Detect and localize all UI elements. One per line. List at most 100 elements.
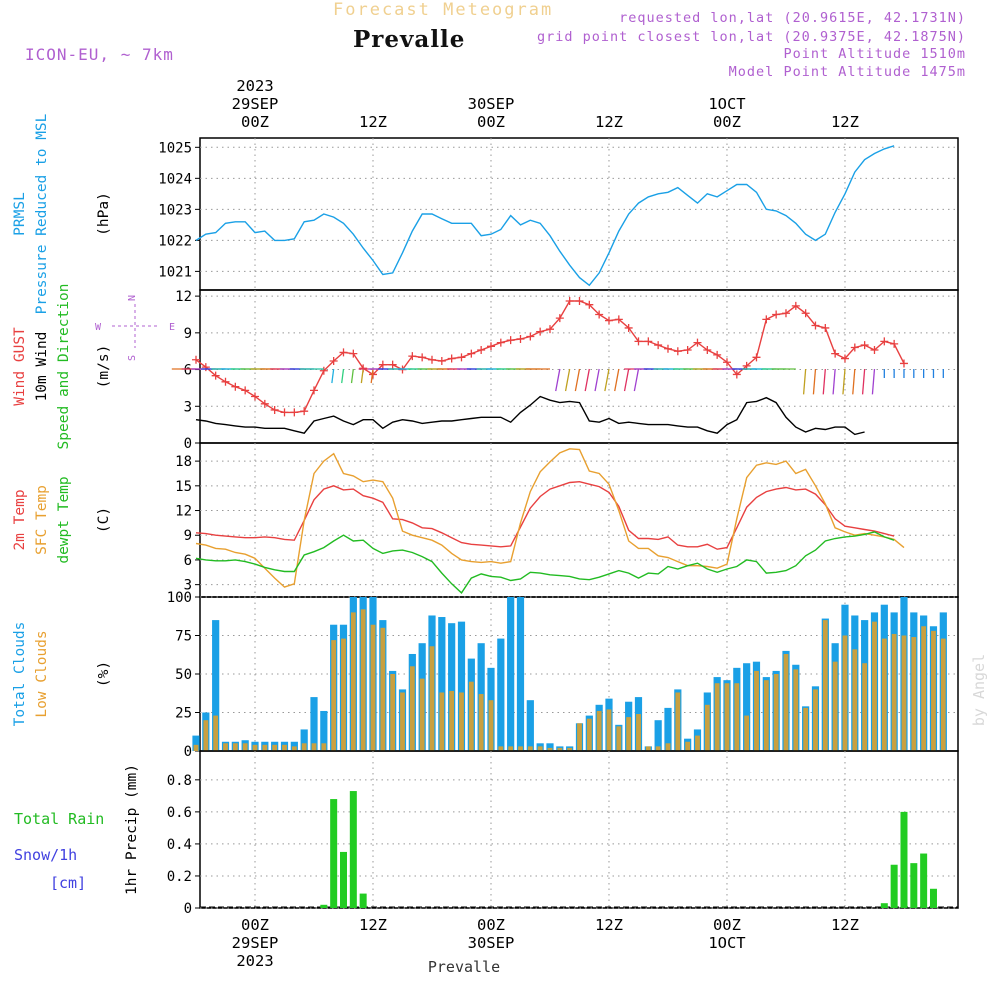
gust-marker: [516, 334, 525, 343]
low-cloud-bar: [881, 638, 887, 751]
gust-marker: [693, 338, 702, 347]
y-tick-label: 1023: [158, 202, 192, 218]
gust-marker: [241, 386, 250, 395]
wind-direction-arrow: [633, 368, 640, 392]
y-tick-label: 75: [175, 629, 192, 645]
gust-marker: [270, 405, 279, 414]
y-axis-label: (m/s): [96, 345, 112, 389]
y-axis-label: 2m Temp: [12, 489, 28, 550]
gust-marker: [408, 352, 417, 361]
gust-marker: [683, 345, 692, 354]
wind-direction-arrow: [842, 368, 846, 395]
y-tick-label: 18: [175, 454, 192, 470]
y-tick-label: 0.2: [167, 869, 192, 885]
low-cloud-bar: [921, 626, 927, 751]
y-tick-label: 9: [184, 326, 192, 342]
low-cloud-bar: [350, 612, 356, 751]
gust-marker: [850, 343, 859, 352]
y-axis-label: Pressure Reduced to MSL: [34, 113, 50, 314]
low-cloud-bar: [203, 720, 209, 751]
low-cloud-bar: [419, 678, 425, 751]
rain-bar: [320, 904, 328, 908]
y-tick-label: 0.4: [167, 837, 192, 853]
bottom-time-label: 1OCT: [708, 934, 745, 952]
low-cloud-bar: [449, 690, 455, 751]
wind-direction-arrow: [341, 368, 345, 384]
total-cloud-bar: [546, 743, 554, 751]
y-tick-label: 12: [175, 289, 192, 305]
low-cloud-bar: [636, 714, 641, 751]
total-cloud-bar: [192, 735, 200, 751]
gust-marker: [860, 341, 869, 350]
y-axis-label: Wind GUST: [12, 327, 28, 406]
gust-marker: [654, 341, 663, 350]
low-cloud-bar: [223, 743, 228, 751]
gust-marker: [447, 354, 456, 363]
gust-marker: [290, 408, 299, 417]
point-altitude: Point Altitude 1510m: [783, 46, 966, 62]
low-cloud-bar: [645, 746, 651, 751]
total-cloud-bar: [300, 729, 308, 751]
total-cloud-bar: [664, 707, 672, 751]
low-cloud-bar: [675, 692, 681, 751]
low-cloud-bar: [301, 743, 307, 751]
total-cloud-bar: [448, 623, 456, 751]
low-cloud-bar: [380, 627, 386, 751]
y-tick-label: 1025: [158, 140, 192, 156]
bottom-time-label: 00Z: [713, 916, 741, 934]
y-tick-label: 3: [184, 399, 192, 415]
low-cloud-bar: [400, 692, 405, 751]
total-cloud-bar: [310, 697, 318, 751]
panel-frame: [199, 289, 959, 444]
gust-marker: [821, 323, 830, 332]
low-cloud-bar: [901, 635, 907, 751]
precip-rain-label: Total Rain: [14, 810, 104, 828]
gust-marker: [201, 363, 210, 372]
gust-marker: [781, 309, 790, 318]
gust-marker: [722, 358, 731, 367]
low-cloud-bar: [282, 744, 287, 751]
low-cloud-bar: [459, 692, 464, 751]
gust-marker: [772, 310, 781, 319]
low-cloud-bar: [891, 633, 897, 751]
bottom-time-label: 12Z: [831, 916, 859, 934]
y-axis-label: (C): [96, 507, 112, 533]
gust-marker: [791, 301, 800, 310]
gust-marker: [280, 408, 289, 417]
gust-marker: [309, 386, 318, 395]
gust-marker: [251, 392, 259, 401]
low-cloud-bar: [518, 746, 523, 751]
gust-marker: [329, 356, 338, 365]
low-cloud-bar: [508, 746, 514, 751]
wind-direction-arrow: [852, 368, 856, 395]
low-cloud-bar: [370, 624, 376, 751]
low-cloud-bar: [242, 743, 248, 751]
gust-marker: [811, 321, 820, 330]
gust-marker: [585, 300, 594, 309]
low-cloud-bar: [567, 747, 573, 751]
gust-marker: [467, 349, 476, 358]
wind-direction-arrow: [555, 368, 561, 392]
gust-marker: [831, 349, 840, 358]
low-cloud-bar: [763, 680, 769, 751]
watermark: by Angel: [970, 654, 988, 726]
panel-frame: [199, 750, 959, 909]
total-cloud-bar: [743, 663, 751, 751]
gust-marker: [526, 332, 535, 341]
y-tick-label: 9: [184, 528, 192, 544]
y-tick-label: 0: [184, 436, 192, 452]
low-cloud-bar: [390, 674, 396, 751]
compass-cross: [112, 304, 158, 348]
y-tick-label: 0.8: [167, 773, 192, 789]
gust-marker: [319, 366, 328, 375]
gust-marker: [427, 355, 436, 364]
low-cloud-bar: [547, 747, 553, 751]
low-cloud-bar: [704, 704, 710, 751]
total-cloud-bar: [438, 617, 446, 751]
low-cloud-bar: [822, 620, 828, 751]
gust-marker: [418, 353, 427, 362]
gust-marker: [388, 360, 397, 369]
low-cloud-bar: [852, 649, 858, 751]
low-cloud-bar: [872, 621, 877, 751]
requested-coords: requested lon,lat (20.9615E, 42.1731N): [619, 10, 966, 26]
